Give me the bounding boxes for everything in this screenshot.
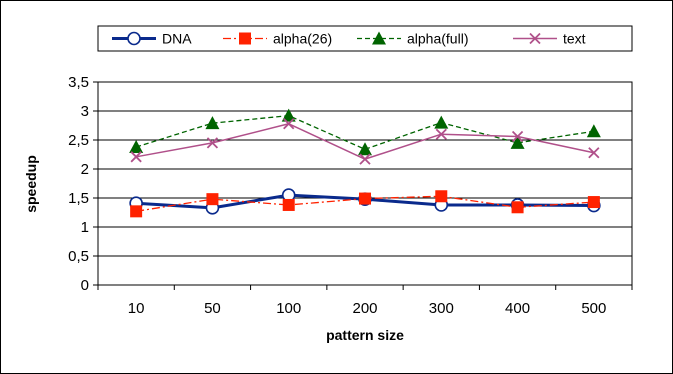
series-alpha-26 xyxy=(130,190,600,218)
y-axis-title: speedup xyxy=(23,155,39,213)
y-tick-label: 3 xyxy=(81,103,89,120)
plot-area-border xyxy=(97,81,633,286)
legend-item: alpha(26) xyxy=(223,31,332,47)
y-tick-label: 3,5 xyxy=(68,74,89,91)
x-tick-label: 50 xyxy=(204,300,221,317)
x-tick-label: 500 xyxy=(581,300,606,317)
data-point xyxy=(205,116,220,130)
y-tick-label: 1 xyxy=(81,219,89,236)
legend-marker xyxy=(372,31,386,45)
x-tick-label: 400 xyxy=(505,300,530,317)
data-point xyxy=(130,151,142,163)
x-tick-label: 300 xyxy=(429,300,454,317)
data-point xyxy=(510,135,525,149)
data-point xyxy=(586,124,601,138)
data-point xyxy=(359,192,371,205)
legend-item: DNA xyxy=(112,31,192,47)
data-point xyxy=(282,198,295,211)
data-point xyxy=(511,130,524,143)
data-point xyxy=(359,153,371,165)
series-layer xyxy=(129,108,601,218)
x-tick-label: 100 xyxy=(276,300,301,317)
data-point xyxy=(206,137,219,149)
data-point xyxy=(206,193,219,206)
y-tick-label: 2,5 xyxy=(68,132,89,149)
legend-label: alpha(26) xyxy=(273,31,332,47)
y-tick-label: 0 xyxy=(81,277,89,294)
data-point xyxy=(588,147,600,159)
data-point xyxy=(434,115,449,129)
y-tick-label: 1,5 xyxy=(68,190,89,207)
data-point xyxy=(435,128,447,140)
y-axis-ticks: 0 0,5 1 1,5 2 2,5 3 3,5 xyxy=(68,74,98,294)
legend-label: DNA xyxy=(162,31,192,47)
series-text xyxy=(130,118,600,165)
data-point xyxy=(130,205,143,218)
data-point xyxy=(587,196,600,209)
x-tick-label: 10 xyxy=(128,300,145,317)
legend-item: alpha(full) xyxy=(357,31,468,47)
series-alpha-full xyxy=(129,108,601,156)
y-tick-label: 2 xyxy=(81,161,89,178)
data-point xyxy=(358,142,372,156)
legend: DNA alpha(26) alpha(full) text xyxy=(97,25,633,52)
data-point xyxy=(129,139,144,153)
x-tick-label: 200 xyxy=(352,300,377,317)
legend-marker xyxy=(127,31,141,46)
legend-label: text xyxy=(563,31,586,47)
legend-item: text xyxy=(513,31,586,47)
data-point xyxy=(281,108,296,122)
legend-marker xyxy=(239,32,251,45)
data-point xyxy=(283,118,295,130)
legend-label: alpha(full) xyxy=(407,31,468,47)
x-axis-title: pattern size xyxy=(326,327,404,343)
data-point xyxy=(435,190,448,203)
y-tick-label: 0,5 xyxy=(68,248,89,265)
x-axis-ticks: 10 50 100 200 300 400 500 xyxy=(97,285,633,317)
data-point xyxy=(511,201,524,214)
legend-marker xyxy=(529,32,541,45)
